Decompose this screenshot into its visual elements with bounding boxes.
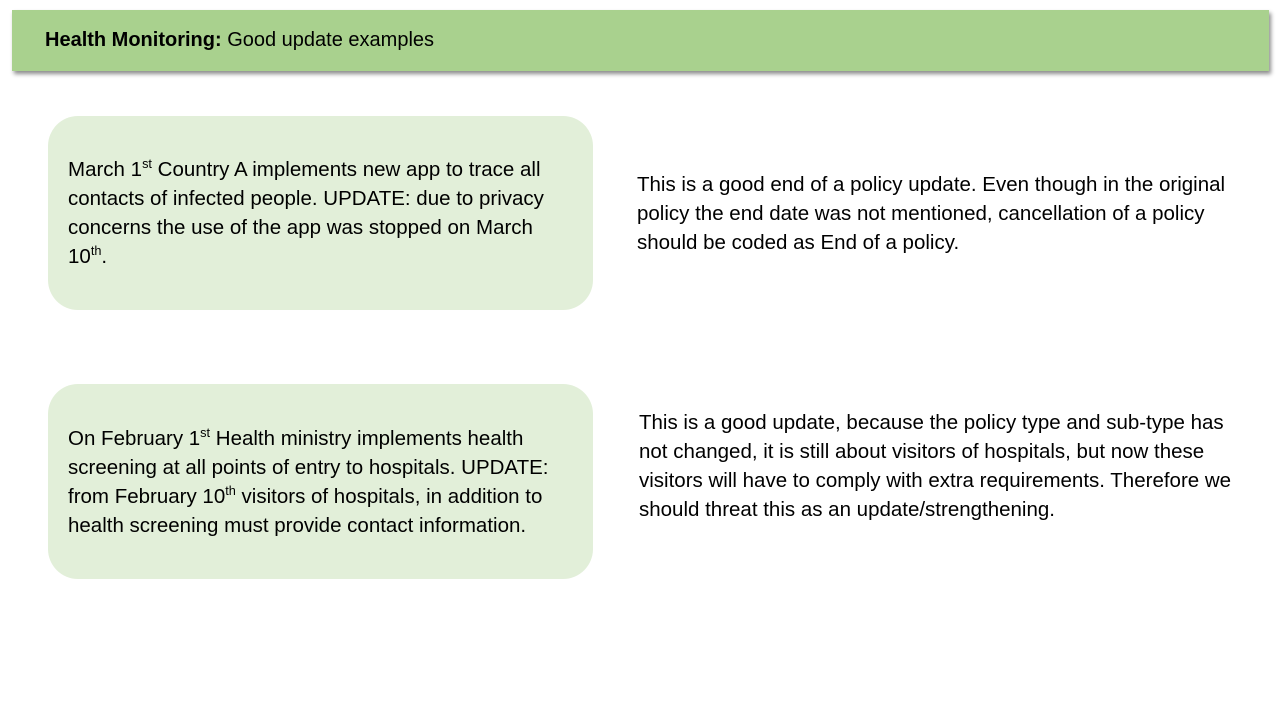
- example-1-ordinal-suffix: st: [142, 155, 152, 171]
- example-2-text-part: Health ministry implements health screen…: [68, 426, 549, 508]
- example-2-text-part: On February 1: [68, 426, 201, 450]
- example-2-explanation: This is a good update, because the polic…: [639, 408, 1239, 524]
- example-1-text: March 1st Country A implements new app t…: [68, 155, 573, 271]
- example-2-ordinal-suffix: th: [225, 482, 236, 498]
- example-1-ordinal-suffix: th: [90, 242, 102, 258]
- example-1-explanation-text: This is a good end of a policy update. E…: [637, 173, 1226, 254]
- example-2-ordinal-suffix: st: [200, 424, 211, 440]
- slide-title-bar: Health Monitoring: Good update examples: [12, 10, 1269, 71]
- slide-title: Health Monitoring: Good update examples: [45, 29, 434, 52]
- example-1-text-part: March 1: [68, 158, 143, 181]
- example-1-text-part: Country A implements new app to trace al…: [68, 158, 544, 268]
- example-2-card: On February 1st Health ministry implemen…: [48, 384, 593, 579]
- example-2-text-part: visitors of hospitals, in addition to he…: [68, 484, 543, 537]
- slide-title-bold: Health Monitoring:: [45, 29, 222, 51]
- example-1-card: March 1st Country A implements new app t…: [48, 116, 593, 310]
- example-1-text-part: .: [101, 245, 108, 268]
- example-1-explanation: This is a good end of a policy update. E…: [637, 170, 1237, 257]
- example-2-explanation-text: This is a good update, because the polic…: [639, 411, 1232, 521]
- example-2-text: On February 1st Health ministry implemen…: [68, 424, 573, 540]
- slide-title-rest: Good update examples: [221, 29, 435, 51]
